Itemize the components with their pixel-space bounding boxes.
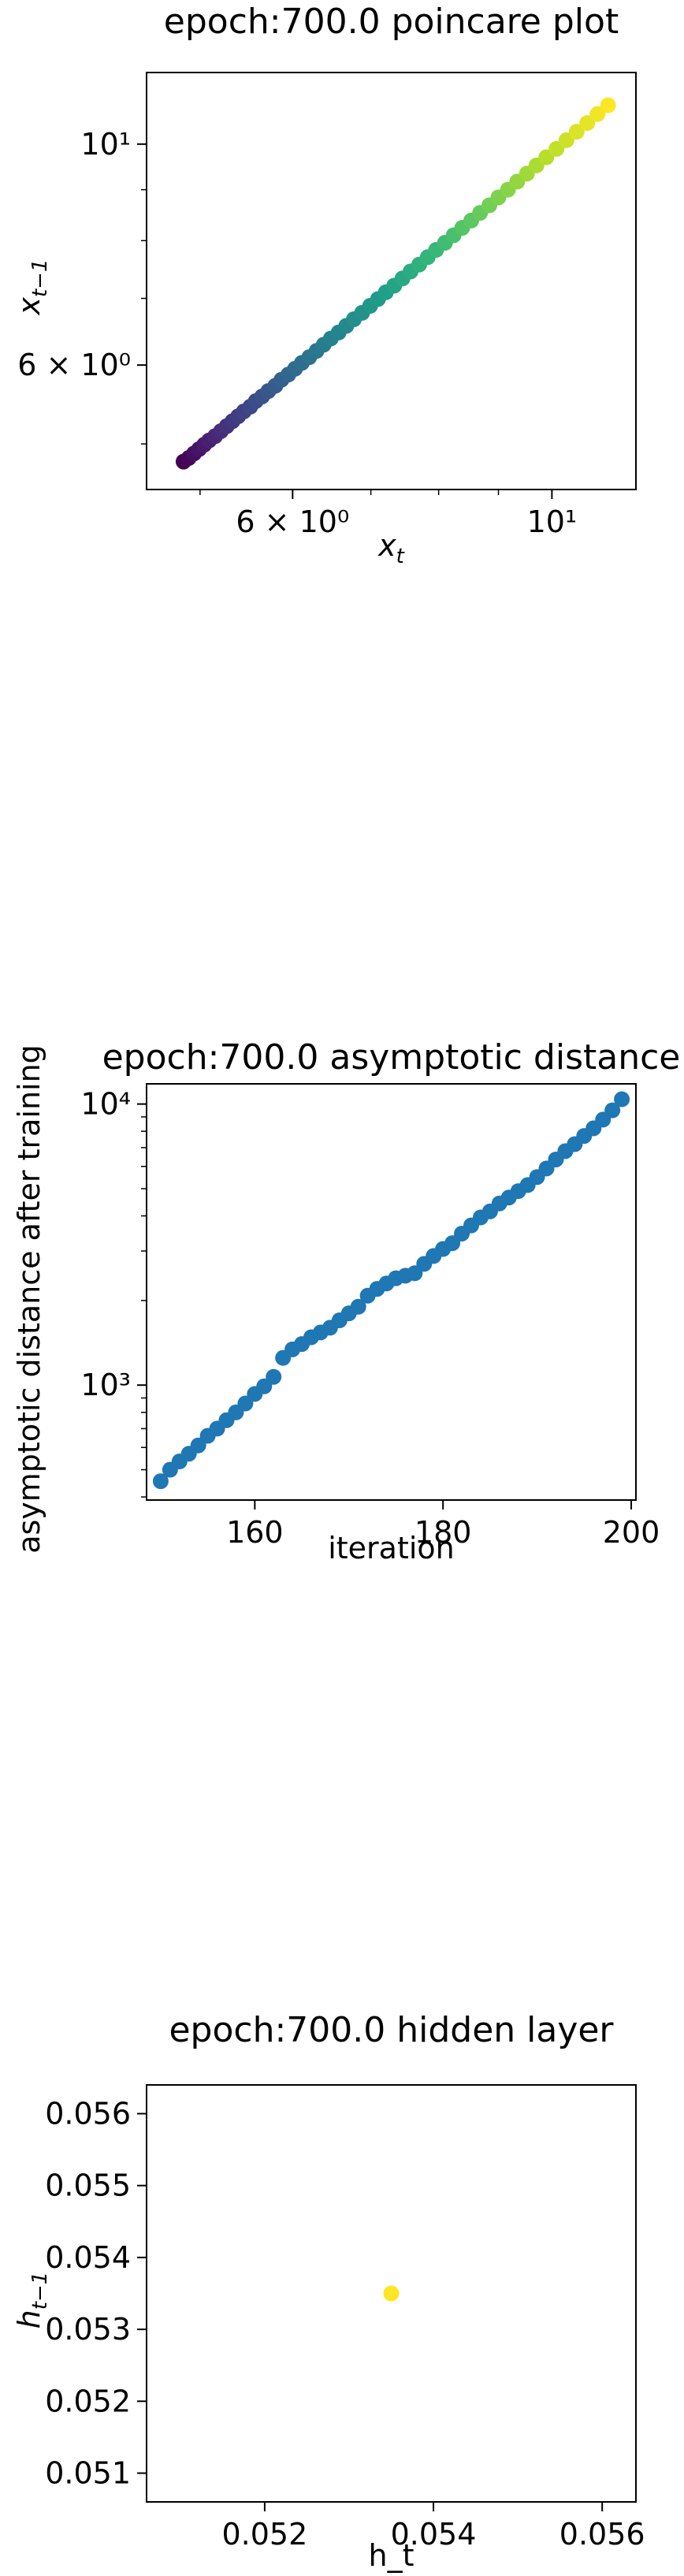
y-tick-label: 10³ [80,1368,131,1402]
data-point [579,115,596,132]
y-tick-label: 0.052 [45,2384,131,2418]
x-axis-label: iteration [328,1531,455,1565]
data-point [589,106,606,122]
chart-title: epoch:700.0 asymptotic distance [102,1037,681,1078]
y-tick-label: 0.055 [45,2168,131,2203]
data-point [383,2285,400,2302]
plot-frame [146,72,637,490]
y-tick-label: 0.056 [45,2096,131,2131]
y-tick-label: 6 × 10⁰ [17,348,131,382]
data-point [190,1437,206,1454]
y-axis-label: asymptotic distance after training [12,1044,46,1554]
x-tick-label: 160 [226,1515,284,1550]
y-tick-label: 0.054 [45,2240,131,2275]
x-tick-label: 0.056 [559,2517,645,2552]
plot-frame [146,2084,637,2503]
data-point [568,124,585,140]
data-point [266,1368,282,1385]
x-tick-label: 6 × 10⁰ [236,504,349,539]
y-axis-label: ht−1 [12,2272,52,2329]
data-point [600,97,616,114]
y-tick-label: 0.053 [45,2312,131,2347]
x-axis-label: h_t [369,2538,414,2573]
y-axis-label: xt−1 [12,259,52,315]
x-tick-label: 0.054 [391,2517,477,2552]
x-tick-label: 200 [603,1515,660,1550]
chart-3: epoch:700.0 hidden layer 0.052 0.054 0.056 0… [12,2010,645,2573]
x-tick-label: 10¹ [527,504,578,539]
x-tick-label: 0.052 [221,2517,307,2552]
chart-1: epoch:700.0 poincare plot 6 × 10⁰ 10¹ 6 × 1… [12,2,637,568]
y-tick-label: 10⁴ [80,1087,131,1122]
y-tick-label: 10¹ [80,127,131,162]
chart-title: epoch:700.0 hidden layer [169,2010,614,2050]
y-tick-label: 0.051 [45,2456,131,2491]
plot-frame [146,1083,637,1501]
data-point [604,1102,621,1119]
chart-title: epoch:700.0 poincare plot [164,2,619,42]
chart-2: epoch:700.0 asymptotic distance 160 180 200… [12,1037,680,1565]
data-point [152,1473,169,1490]
data-point [350,1298,366,1315]
x-tick-label: 180 [414,1515,472,1550]
data-point [614,1091,630,1107]
x-axis-label: xt [377,528,405,568]
